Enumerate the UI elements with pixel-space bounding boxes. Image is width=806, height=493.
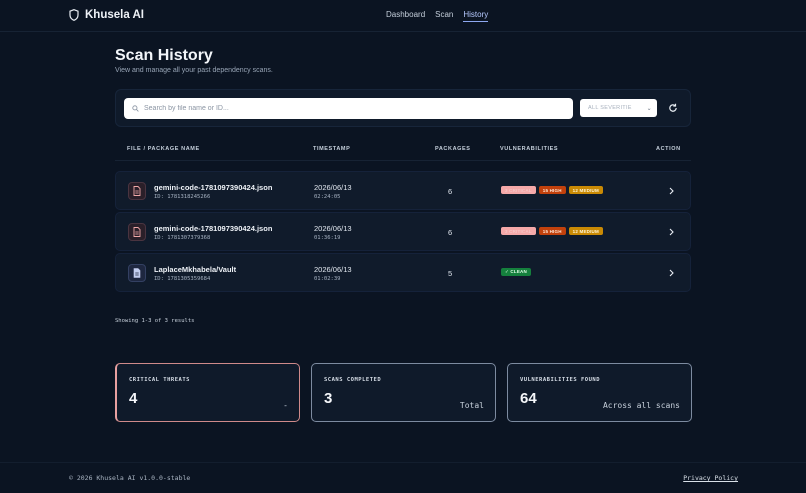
scan-date: 2026/06/13 [314,224,352,233]
scan-time: 01:36:19 [314,235,341,241]
medium-badge: 12 MEDIUM [568,227,603,235]
chevron-down-icon: ⌄ [646,105,652,112]
nav-scan[interactable]: Scan [435,10,454,19]
package-count: 5 [448,269,453,278]
stat-label: VULNERABILITIES FOUND [520,377,601,383]
stat-card-scans-completed: SCANS COMPLETED 3 Total [311,363,496,422]
stat-note: Across all scans [602,401,680,410]
nav-links: Dashboard Scan History [386,10,489,22]
package-count: 6 [448,228,453,237]
file-name: LaplaceMkhabela/Vault [154,265,237,274]
package-count: 6 [448,187,453,196]
critical-badge: 3 CRITICAL [501,227,536,235]
file-icon [128,182,146,200]
view-details-button[interactable] [667,268,675,278]
column-header-timestamp: TIMESTAMP [313,146,351,152]
page-subtitle: View and manage all your past dependency… [115,67,273,74]
search-icon [132,105,139,112]
refresh-icon [669,103,677,112]
medium-badge: 12 MEDIUM [568,186,603,194]
document-icon [128,264,146,282]
column-header-action: ACTION [656,146,681,152]
brand[interactable]: Khusela AI [69,9,144,21]
scan-id: ID: 1781307379368 [154,235,211,241]
shield-icon [69,9,79,21]
search-input[interactable] [144,105,564,112]
table-header-divider [115,160,691,161]
column-header-vulnerabilities: VULNERABILITIES [500,146,559,152]
refresh-button[interactable] [666,101,680,115]
nav-history[interactable]: History [463,10,489,22]
footer-copyright: © 2026 Khusela AI v1.0.0-stable [69,474,191,482]
critical-badge: 3 CRITICAL [501,186,536,194]
column-header-packages: PACKAGES [435,146,471,152]
privacy-policy-link[interactable]: Privacy Policy [683,474,738,482]
file-name: gemini-code-1781097390424.json [154,224,273,233]
view-details-button[interactable] [667,186,675,196]
chevron-right-icon [669,187,674,195]
vulnerability-badges: 3 CRITICAL 15 HIGH 12 MEDIUM [501,186,603,194]
document-icon-glyph [133,268,141,278]
column-header-file: FILE / PACKAGE NAME [127,146,200,152]
stat-label: CRITICAL THREATS [129,377,190,383]
scan-id: ID: 1781305359684 [154,276,211,282]
file-name: gemini-code-1781097390424.json [154,183,273,192]
severity-filter-select[interactable]: ALL SEVERITIE ⌄ [580,99,657,117]
scan-date: 2026/06/13 [314,265,352,274]
stat-value: 3 [324,390,333,407]
file-icon [128,223,146,241]
footer-divider [0,462,806,463]
table-row[interactable]: LaplaceMkhabela/Vault ID: 1781305359684 … [115,253,691,292]
stat-card-critical-threats: CRITICAL THREATS 4 - [115,363,300,422]
chevron-right-icon [669,228,674,236]
search-panel: ALL SEVERITIE ⌄ [115,89,691,127]
scan-time: 01:02:39 [314,276,341,282]
stat-value: 64 [520,390,537,407]
results-count: Showing 1-3 of 3 results [115,318,195,324]
view-details-button[interactable] [667,227,675,237]
vulnerability-badges: 3 CRITICAL 15 HIGH 12 MEDIUM [501,227,603,235]
high-badge: 15 HIGH [538,186,566,194]
top-navigation: Khusela AI Dashboard Scan History [0,0,806,32]
page-title: Scan History [115,47,213,64]
high-badge: 15 HIGH [538,227,566,235]
stat-note: Total [459,401,484,410]
scan-date: 2026/06/13 [314,183,352,192]
severity-filter-value: ALL SEVERITIE [588,105,632,111]
file-icon-glyph [133,227,141,237]
chevron-right-icon [669,269,674,277]
brand-name: Khusela AI [85,9,145,21]
vulnerability-badges: ✓ CLEAN [501,268,531,276]
file-icon-glyph [133,186,141,196]
search-box[interactable] [124,98,573,119]
scan-id: ID: 1781318245266 [154,194,211,200]
stat-note: - [283,401,288,410]
table-row[interactable]: gemini-code-1781097390424.json ID: 17813… [115,171,691,210]
scan-time: 02:24:05 [314,194,341,200]
stat-label: SCANS COMPLETED [324,377,382,383]
stat-card-vulnerabilities-found: VULNERABILITIES FOUND 64 Across all scan… [507,363,692,422]
clean-badge: ✓ CLEAN [501,268,531,276]
table-row[interactable]: gemini-code-1781097390424.json ID: 17813… [115,212,691,251]
stat-value: 4 [129,390,138,407]
nav-dashboard[interactable]: Dashboard [386,10,426,19]
